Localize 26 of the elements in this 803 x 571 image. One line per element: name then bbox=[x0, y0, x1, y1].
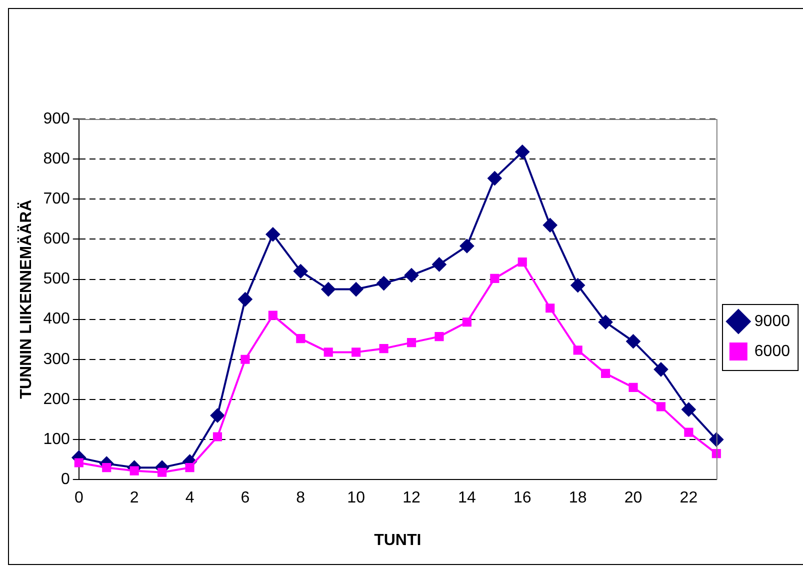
legend-label: 9000 bbox=[754, 312, 790, 330]
x-tick-label: 18 bbox=[568, 490, 587, 507]
x-tick-label: 22 bbox=[680, 490, 698, 507]
x-tick-label: 20 bbox=[624, 490, 642, 507]
y-tick-label: 300 bbox=[43, 350, 70, 368]
y-tick-label: 200 bbox=[43, 390, 70, 408]
x-tick-label: 12 bbox=[402, 490, 421, 507]
x-tick-label: 6 bbox=[240, 490, 250, 507]
legend-label: 6000 bbox=[754, 342, 790, 360]
x-tick-label: 4 bbox=[185, 490, 194, 507]
x-tick-label: 0 bbox=[74, 490, 84, 507]
y-tick-label: 400 bbox=[43, 310, 70, 328]
y-tick-label: 0 bbox=[60, 471, 70, 488]
x-tick-label: 2 bbox=[130, 490, 139, 507]
y-tick-label: 600 bbox=[43, 230, 70, 248]
y-tick-label: 100 bbox=[43, 430, 70, 448]
x-tick-label: 10 bbox=[347, 490, 366, 507]
x-tick-label: 14 bbox=[458, 490, 476, 507]
y-tick-label: 900 bbox=[43, 110, 70, 128]
y-tick-label: 500 bbox=[43, 270, 70, 288]
x-tick-label: 16 bbox=[513, 490, 532, 507]
x-axis-title: TUNTI bbox=[374, 532, 422, 549]
y-axis-title: TUNNIN LIIKENNEMÄÄRÄ bbox=[17, 199, 36, 399]
y-tick-label: 800 bbox=[43, 150, 70, 168]
x-tick-label: 8 bbox=[296, 490, 306, 507]
y-tick-label: 700 bbox=[43, 190, 70, 208]
